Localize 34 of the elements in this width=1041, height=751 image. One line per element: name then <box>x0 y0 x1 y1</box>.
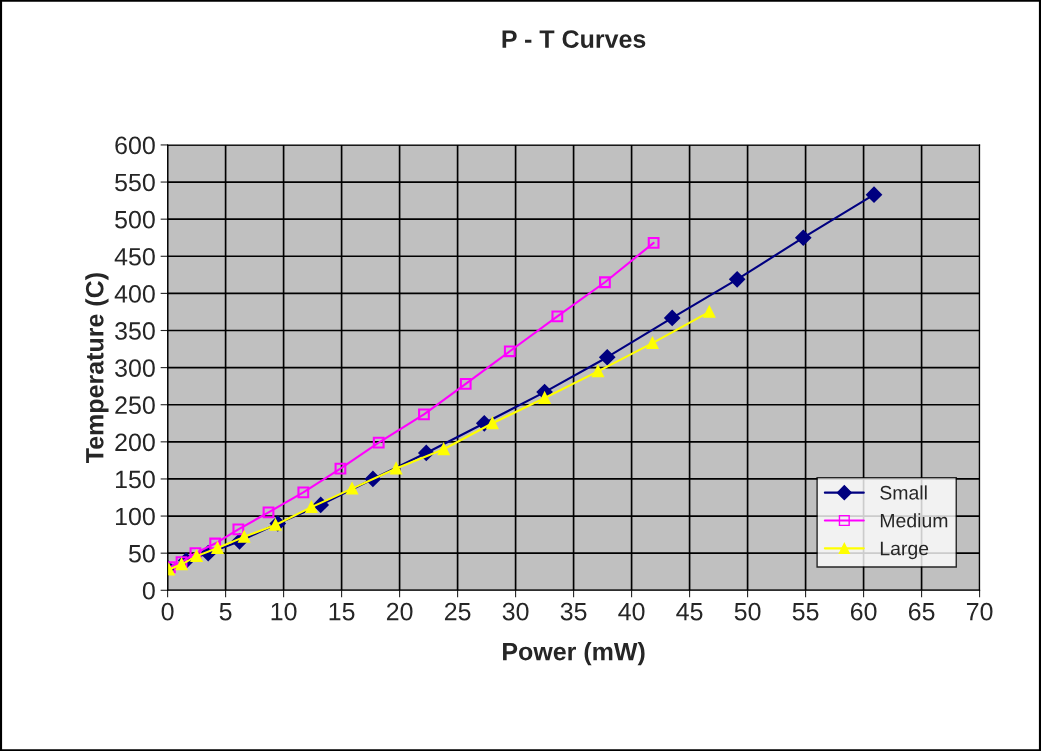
x-tick-label: 55 <box>792 603 819 621</box>
x-tick-label: 50 <box>734 602 761 621</box>
y-tick-label: 450 <box>114 247 155 266</box>
y-tick-label: 150 <box>115 470 155 489</box>
y-tick-label: 600 <box>115 136 155 155</box>
x-tick-label: 60 <box>850 602 877 621</box>
x-tick-label: 30 <box>502 602 529 621</box>
x-tick-label: 40 <box>618 602 645 621</box>
x-tick-label: 65 <box>908 602 935 621</box>
legend-label: Large <box>880 541 929 560</box>
y-axis-title: Temperature (C) <box>85 273 109 463</box>
x-axis-title: Power (mW) <box>503 642 645 666</box>
legend-label: Medium <box>880 513 948 528</box>
x-tick-label: 15 <box>329 603 355 621</box>
y-tick-label: 550 <box>115 173 155 192</box>
x-tick-label: 25 <box>444 602 471 621</box>
x-tick-label: 35 <box>560 602 587 621</box>
y-tick-label: 0 <box>142 581 155 600</box>
x-tick-label: 20 <box>386 602 413 621</box>
x-tick-label: 10 <box>271 602 297 621</box>
y-tick-label: 350 <box>115 322 155 340</box>
y-tick-label: 300 <box>115 359 155 377</box>
chart-title: P - T Curves <box>502 30 646 48</box>
x-tick-label: 70 <box>966 602 993 621</box>
y-tick-label: 200 <box>115 433 155 452</box>
y-tick-label: 50 <box>128 544 155 563</box>
x-tick-label: 0 <box>161 602 174 621</box>
x-tick-label: 45 <box>676 603 703 621</box>
y-tick-label: 100 <box>115 507 155 526</box>
y-tick-label: 400 <box>114 284 155 303</box>
y-tick-label: 500 <box>115 210 155 229</box>
legend-label: Small <box>880 485 927 500</box>
x-tick-label: 5 <box>219 603 232 621</box>
y-tick-label: 250 <box>115 396 155 415</box>
